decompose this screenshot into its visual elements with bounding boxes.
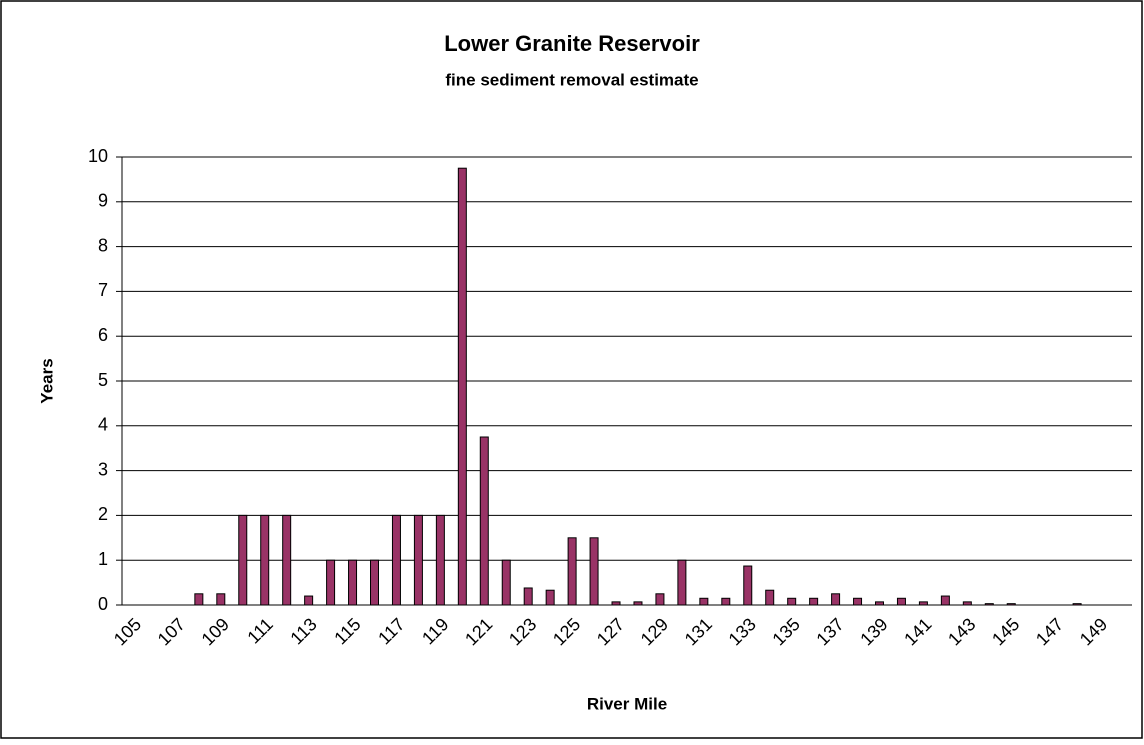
- bar: [391, 514, 401, 606]
- x-axis-label: River Mile: [587, 694, 667, 713]
- bar: [348, 559, 358, 606]
- bar: [589, 537, 599, 606]
- chart-title: Lower Granite Reservoir: [444, 31, 700, 56]
- bar: [1006, 603, 1016, 606]
- bar: [260, 514, 270, 606]
- bar: [304, 595, 314, 606]
- bar: [875, 601, 884, 606]
- bar: [809, 597, 819, 606]
- bar: [567, 537, 577, 606]
- bar: [326, 559, 336, 606]
- bar: [765, 589, 775, 606]
- bar: [194, 593, 204, 606]
- bar: [918, 601, 928, 606]
- bar: [655, 593, 665, 606]
- y-tick-label: 1: [98, 549, 108, 569]
- bar: [238, 514, 248, 606]
- y-tick-label: 6: [98, 325, 108, 345]
- bar: [413, 514, 423, 606]
- bar: [831, 593, 841, 606]
- y-tick-label: 4: [98, 415, 108, 435]
- bar: [1072, 603, 1082, 606]
- bar: [962, 601, 972, 606]
- bar: [721, 597, 731, 606]
- bar: [479, 436, 489, 606]
- bar: [611, 601, 621, 606]
- bar: [984, 603, 994, 606]
- y-axis-label: Years: [37, 358, 56, 403]
- bar: [743, 565, 753, 606]
- chart-subtitle: fine sediment removal estimate: [445, 70, 698, 89]
- bar: [501, 559, 511, 606]
- bar: [633, 601, 643, 606]
- bar: [457, 167, 467, 606]
- y-tick-label: 7: [98, 280, 108, 300]
- y-tick-label: 3: [98, 459, 108, 479]
- y-tick-label: 8: [98, 235, 108, 255]
- bar: [699, 597, 709, 606]
- bar: [523, 587, 533, 606]
- y-tick-label: 0: [98, 594, 108, 614]
- y-tick-label: 5: [98, 370, 108, 390]
- y-tick-label: 9: [98, 191, 108, 211]
- bar: [545, 589, 555, 606]
- bar: [370, 559, 379, 606]
- bar: [853, 597, 863, 606]
- y-tick-label: 10: [88, 146, 108, 166]
- bar: [940, 595, 950, 606]
- bar: [435, 514, 445, 606]
- bar: [787, 597, 797, 606]
- y-tick-label: 2: [98, 504, 108, 524]
- bar: [896, 597, 906, 606]
- bar: [216, 593, 226, 606]
- bar: [677, 559, 687, 606]
- bar: [282, 514, 292, 606]
